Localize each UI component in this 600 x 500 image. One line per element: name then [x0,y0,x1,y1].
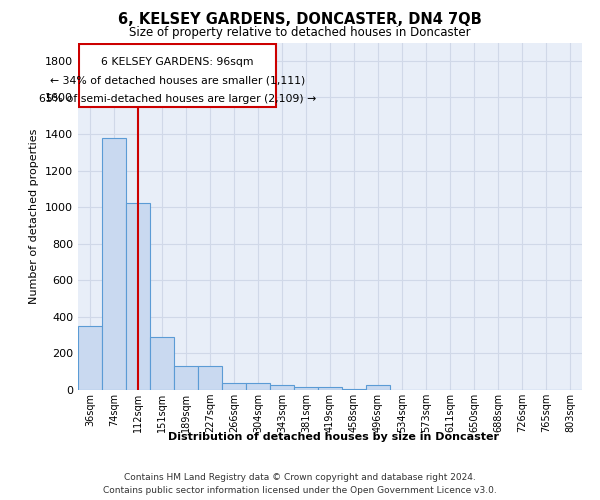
Bar [150,337,174,390]
Text: 6, KELSEY GARDENS, DONCASTER, DN4 7QB: 6, KELSEY GARDENS, DONCASTER, DN4 7QB [118,12,482,28]
Text: Contains HM Land Registry data © Crown copyright and database right 2024.: Contains HM Land Registry data © Crown c… [124,472,476,482]
Bar [270,386,294,390]
Bar [294,386,318,390]
Text: ← 34% of detached houses are smaller (1,111): ← 34% of detached houses are smaller (1,… [50,76,305,86]
Y-axis label: Number of detached properties: Number of detached properties [29,128,40,304]
Bar [246,383,270,390]
Bar [318,386,342,390]
Bar [198,366,222,390]
Bar [102,138,126,390]
Text: Contains public sector information licensed under the Open Government Licence v3: Contains public sector information licen… [103,486,497,495]
Bar [126,204,150,390]
Bar [222,383,246,390]
Bar [174,366,198,390]
Text: 65% of semi-detached houses are larger (2,109) →: 65% of semi-detached houses are larger (… [39,94,316,104]
Text: Size of property relative to detached houses in Doncaster: Size of property relative to detached ho… [129,26,471,39]
Bar [366,384,390,390]
Text: Distribution of detached houses by size in Doncaster: Distribution of detached houses by size … [167,432,499,442]
FancyBboxPatch shape [79,44,276,108]
Text: 6 KELSEY GARDENS: 96sqm: 6 KELSEY GARDENS: 96sqm [101,57,254,67]
Bar [342,389,366,390]
Bar [78,326,102,390]
